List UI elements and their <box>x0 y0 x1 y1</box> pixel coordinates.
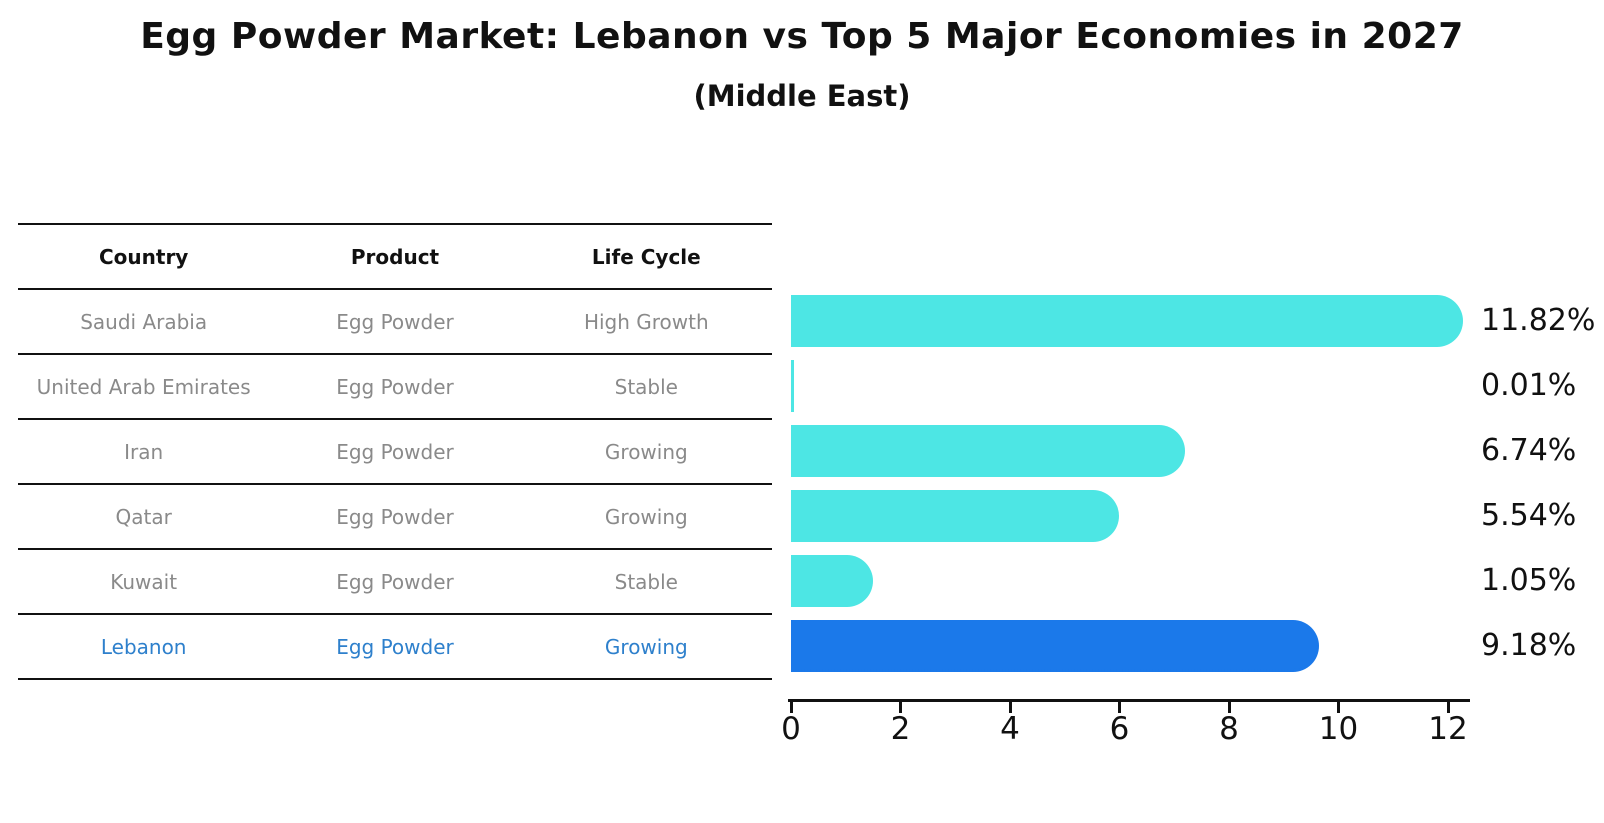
table-cell-life-cycle: High Growth <box>583 309 709 334</box>
table-body: Saudi Arabia Egg Powder High Growth United … <box>18 290 772 680</box>
x-tick-label-0: 0 <box>781 711 801 747</box>
table-cell-life-cycle: Stable <box>614 569 678 594</box>
bar-iran <box>791 424 1185 477</box>
x-tick-mark-0 <box>789 702 793 713</box>
x-tick-mark-12 <box>1446 702 1450 713</box>
table-cell-country: Iran <box>124 439 164 464</box>
table-cell-country: Saudi Arabia <box>80 309 208 334</box>
bar-lebanon <box>791 619 1319 672</box>
value-label-saudi-arabia: 11.82% <box>1481 302 1596 338</box>
x-tick-mark-6 <box>1118 702 1121 713</box>
table-cell-product: Egg Powder <box>336 374 454 399</box>
chart-subtitle: (Middle East) <box>693 79 911 113</box>
x-tick-mark-10 <box>1337 702 1340 713</box>
value-label-united-arab-emirates: 0.01% <box>1481 367 1577 403</box>
x-tick-label-4: 4 <box>1000 711 1020 747</box>
table-cell-country: Lebanon <box>100 634 187 659</box>
table-cell-life-cycle: Growing <box>604 634 688 659</box>
value-label-iran: 6.74% <box>1481 432 1577 468</box>
x-tick-label-12: 12 <box>1428 711 1468 747</box>
table-row-saudi-arabia: Saudi Arabia Egg Powder High Growth <box>18 290 772 355</box>
x-tick-mark-4 <box>1008 702 1012 713</box>
table-cell-product: Egg Powder <box>336 439 454 464</box>
x-tick-label-2: 2 <box>890 711 911 747</box>
table-row-iran: Iran Egg Powder Growing <box>18 420 772 485</box>
table-cell-country: Kuwait <box>110 569 178 594</box>
x-tick-label-10: 10 <box>1318 711 1359 747</box>
table-header-product: Product <box>350 244 440 269</box>
bar-saudi-arabia <box>791 294 1464 347</box>
x-axis-line <box>788 699 1470 702</box>
value-label-qatar: 5.54% <box>1481 497 1577 533</box>
table-cell-country: Qatar <box>115 504 172 529</box>
bar-united-arab-emirates <box>791 359 794 412</box>
table-row-kuwait: Kuwait Egg Powder Stable <box>18 550 772 615</box>
value-label-lebanon: 9.18% <box>1481 627 1577 663</box>
table-cell-country: United Arab Emirates <box>36 374 251 399</box>
x-tick-mark-8 <box>1227 702 1231 713</box>
x-tick-mark-2 <box>899 702 902 713</box>
country-table: Country Product Life Cycle Saudi Arabia Egg… <box>18 223 772 680</box>
table-cell-life-cycle: Growing <box>604 439 688 464</box>
bar-qatar <box>791 489 1120 542</box>
x-tick-label-6: 6 <box>1109 711 1130 747</box>
x-tick-label-8: 8 <box>1219 711 1239 747</box>
table-cell-life-cycle: Stable <box>614 374 678 399</box>
bar-kuwait <box>791 554 874 607</box>
chart-title: Egg Powder Market: Lebanon vs Top 5 Majo… <box>140 16 1464 57</box>
table-row-united-arab-emirates: United Arab Emirates Egg Powder Stable <box>18 355 772 420</box>
table-row-qatar: Qatar Egg Powder Growing <box>18 485 772 550</box>
value-label-kuwait: 1.05% <box>1481 562 1577 598</box>
table-cell-product: Egg Powder <box>336 309 454 334</box>
table-header-country: Country <box>98 244 189 269</box>
table-cell-product: Egg Powder <box>336 569 454 594</box>
table-header-life-cycle: Life Cycle <box>591 244 701 269</box>
table-cell-product: Egg Powder <box>336 504 454 529</box>
table-cell-product: Egg Powder <box>336 634 454 659</box>
table-header-row: Country Product Life Cycle <box>18 225 772 290</box>
table-cell-life-cycle: Growing <box>604 504 688 529</box>
table-row-lebanon: Lebanon Egg Powder Growing <box>18 615 772 680</box>
